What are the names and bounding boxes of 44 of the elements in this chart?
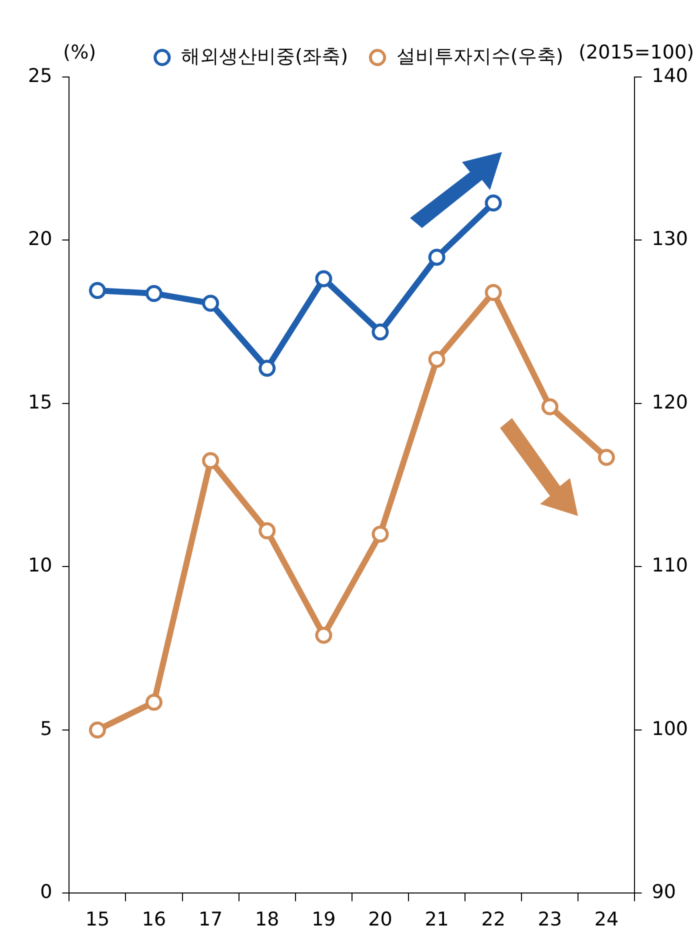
x-tick-label: 24 xyxy=(594,908,619,931)
x-tick-label: 16 xyxy=(142,908,166,931)
y-tick-label: 10 xyxy=(28,554,52,577)
y-tick-label: 25 xyxy=(28,64,52,87)
y-tick-label: 0 xyxy=(40,881,52,904)
y2-axis-title: (2015=100) xyxy=(578,41,694,64)
y-tick-label: 5 xyxy=(40,718,52,740)
point xyxy=(202,294,220,312)
y2-tick-label: 140 xyxy=(652,64,688,87)
point xyxy=(315,270,332,288)
x-tick-label: 19 xyxy=(312,908,336,931)
point xyxy=(428,248,446,266)
y2-tick-label: 120 xyxy=(652,391,688,414)
point xyxy=(484,194,502,212)
point xyxy=(258,522,276,540)
y-axis-title: (%) xyxy=(63,41,96,64)
point xyxy=(146,694,163,711)
y2-tick-label: 100 xyxy=(652,718,688,740)
x-tick-label: 17 xyxy=(198,908,223,931)
x-tick-label: 20 xyxy=(368,908,392,931)
y2-tick-label: 90 xyxy=(652,881,676,904)
point xyxy=(484,284,502,301)
point xyxy=(258,360,276,377)
x-tick-label: 15 xyxy=(85,908,110,931)
x-tick-label: 23 xyxy=(538,908,562,931)
point xyxy=(428,350,446,368)
y-tick-label: 15 xyxy=(28,391,52,414)
point xyxy=(372,526,389,543)
x-tick-label: 18 xyxy=(255,908,280,931)
y2-tick-label: 110 xyxy=(652,554,688,577)
x-tick-label: 22 xyxy=(481,908,506,931)
point xyxy=(88,721,106,738)
legend-label: 설비투자지수(우축) xyxy=(396,45,564,68)
x-tick-label: 21 xyxy=(424,908,449,931)
y-tick-label: 20 xyxy=(28,228,52,250)
point xyxy=(315,626,332,644)
point xyxy=(202,452,220,470)
point xyxy=(598,448,615,466)
legend-label: 해외생산비중(좌축) xyxy=(181,45,348,68)
point xyxy=(88,282,106,300)
point xyxy=(146,284,163,302)
y2-tick-label: 130 xyxy=(652,228,688,250)
point xyxy=(541,398,558,416)
point xyxy=(372,323,389,340)
